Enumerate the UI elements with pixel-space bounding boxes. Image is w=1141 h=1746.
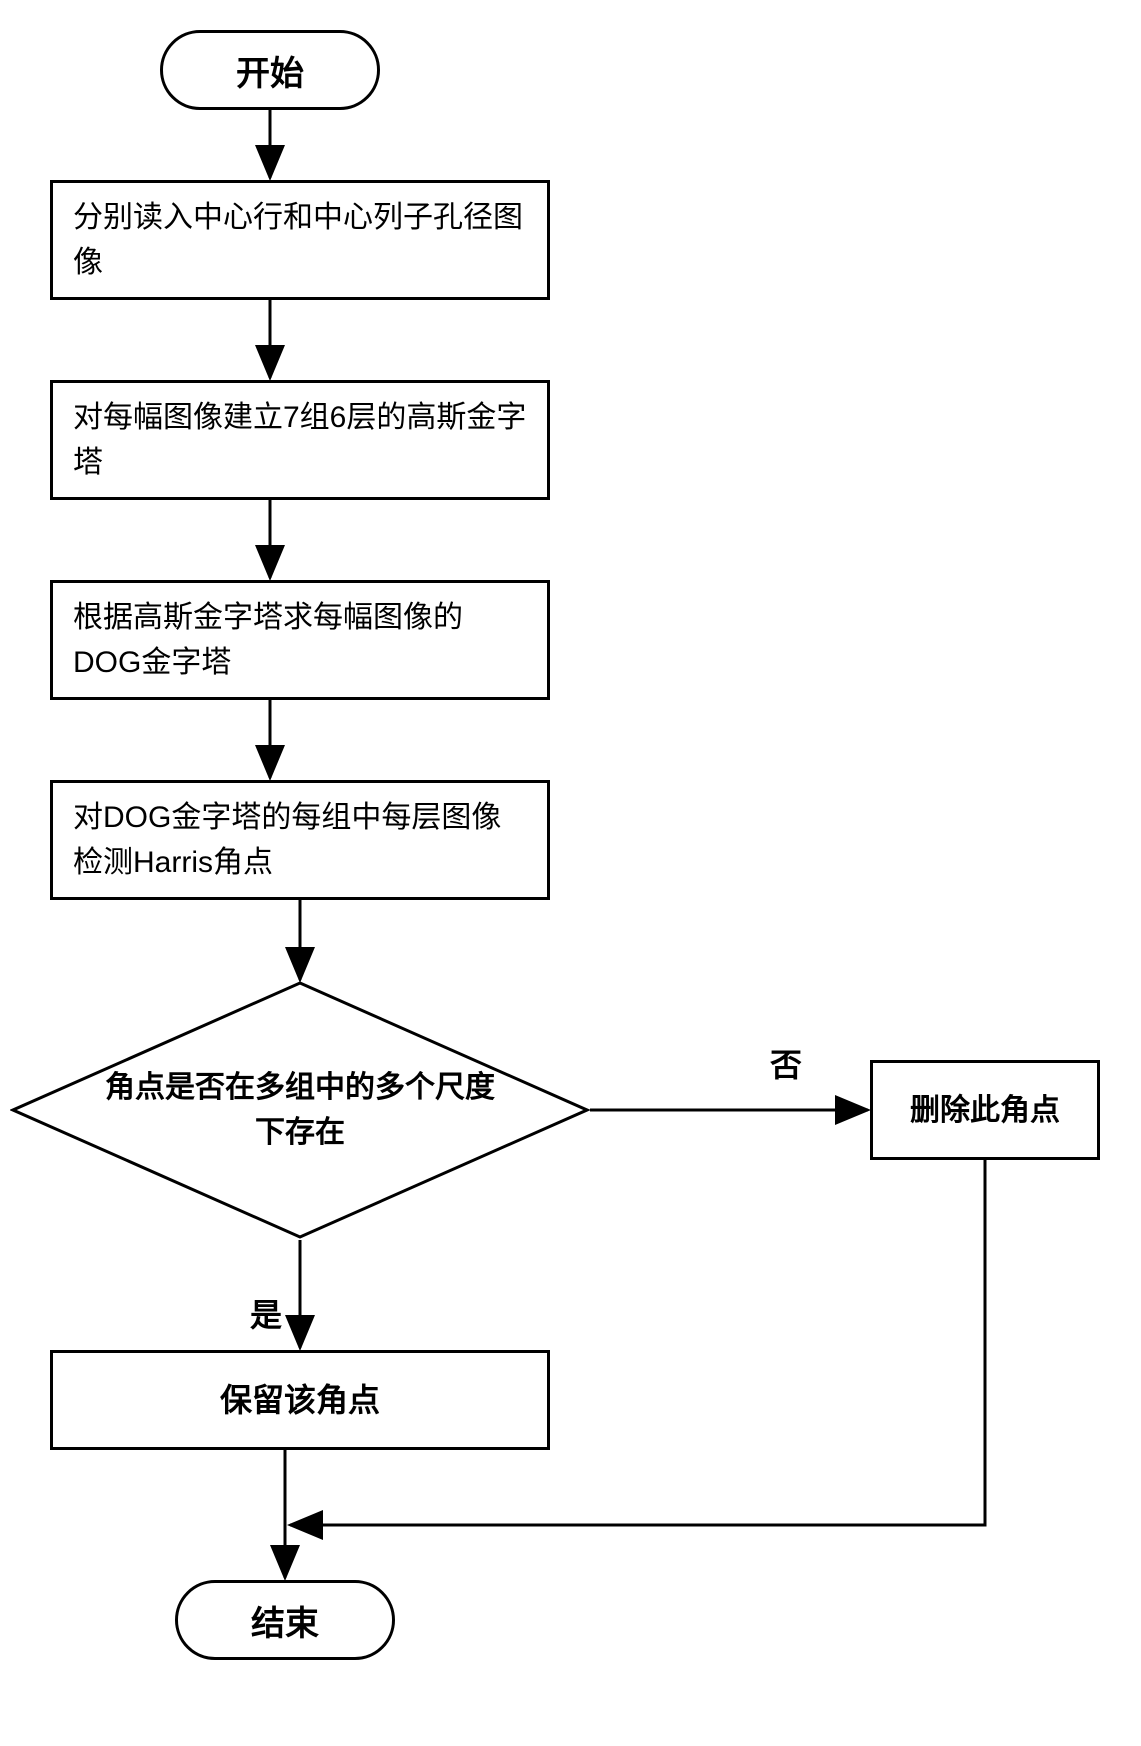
yes-label: 是	[250, 1290, 282, 1336]
step-keep-corner: 保留该角点	[50, 1350, 550, 1450]
end-label: 结束	[251, 1596, 319, 1645]
end-terminal: 结束	[175, 1580, 395, 1660]
step-gaussian-pyramid: 对每幅图像建立7组6层的高斯金字塔	[50, 380, 550, 500]
delete-text: 删除此角点	[910, 1088, 1060, 1133]
decision-text: 角点是否在多组中的多个尺度下存在	[100, 1050, 500, 1170]
step-read-images: 分别读入中心行和中心列子孔径图像	[50, 180, 550, 300]
step3-text: 根据高斯金字塔求每幅图像的DOG金字塔	[73, 595, 527, 685]
step-harris-corners: 对DOG金字塔的每组中每层图像检测Harris角点	[50, 780, 550, 900]
start-label: 开始	[236, 46, 304, 95]
no-label: 否	[770, 1040, 802, 1086]
step-delete-corner: 删除此角点	[870, 1060, 1100, 1160]
keep-text: 保留该角点	[220, 1376, 380, 1424]
step-dog-pyramid: 根据高斯金字塔求每幅图像的DOG金字塔	[50, 580, 550, 700]
step2-text: 对每幅图像建立7组6层的高斯金字塔	[73, 395, 527, 485]
start-terminal: 开始	[160, 30, 380, 110]
step1-text: 分别读入中心行和中心列子孔径图像	[73, 195, 527, 285]
decision-node: 角点是否在多组中的多个尺度下存在	[10, 980, 590, 1240]
step4-text: 对DOG金字塔的每组中每层图像检测Harris角点	[73, 795, 527, 885]
